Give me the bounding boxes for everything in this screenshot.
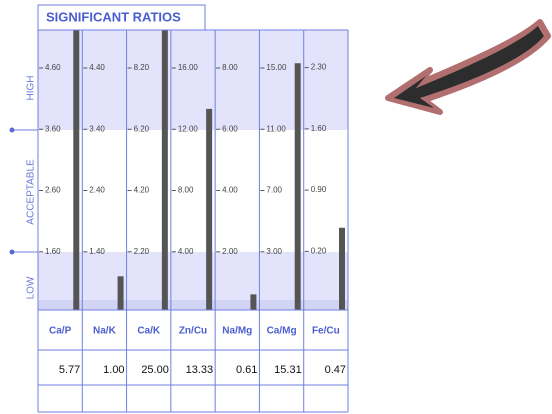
bar — [73, 30, 80, 310]
value-label: 1.00 — [103, 364, 124, 376]
zone-markers — [9, 127, 38, 255]
arrow-fill — [394, 26, 544, 108]
value-label: 0.47 — [325, 364, 346, 376]
table-lines — [38, 29, 348, 413]
zone-label: ACCEPTABLE — [26, 159, 37, 225]
zone-label: HIGH — [26, 76, 37, 101]
y-tick-label: 11.00 — [266, 124, 286, 133]
y-tick-label: 3.00 — [266, 247, 282, 256]
y-tick-label: 1.60 — [311, 124, 327, 133]
y-tick-label: 2.30 — [311, 63, 327, 72]
y-tick-label: 3.60 — [45, 124, 61, 133]
y-tick-label: 3.40 — [89, 124, 105, 133]
zone-marker-dot — [9, 127, 15, 133]
category-label: Zn/Cu — [179, 326, 207, 337]
y-tick-label: 2.20 — [134, 247, 150, 256]
category-label: Ca/K — [137, 326, 161, 337]
category-label: Ca/P — [49, 326, 72, 337]
y-tick-label: 8.20 — [134, 63, 150, 72]
bar — [339, 227, 345, 310]
y-tick-label: 2.40 — [89, 186, 105, 195]
y-tick-label: 15.00 — [266, 63, 287, 72]
y-tick-label: 4.40 — [89, 63, 105, 72]
value-label: 13.33 — [186, 364, 214, 376]
zone-labels: HIGH ACCEPTABLE LOW — [26, 76, 37, 300]
y-tick-label: 6.20 — [134, 124, 150, 133]
bar — [206, 108, 213, 310]
y-tick-label: 2.00 — [222, 247, 238, 256]
pointer-arrow — [385, 19, 551, 115]
y-tick-label: 0.20 — [311, 246, 327, 255]
value-label: 15.31 — [274, 364, 302, 376]
bar — [250, 294, 257, 310]
value-label: 0.61 — [236, 364, 257, 376]
y-tick-label: 1.60 — [45, 247, 61, 256]
bar — [294, 63, 301, 310]
high-band — [38, 30, 348, 130]
y-tick-label: 7.00 — [266, 186, 282, 195]
bottom-band — [38, 300, 348, 310]
y-tick-label: 8.00 — [222, 63, 238, 72]
columns: 4.60 3.60 2.60 1.60 Ca/P 5.77 4.40 3.40 2.40 1.40… — [37, 30, 349, 412]
y-tick-label: 12.00 — [178, 124, 199, 133]
y-tick-label: 6.00 — [222, 124, 238, 133]
bars — [73, 30, 345, 310]
y-tick-label: 2.60 — [45, 186, 61, 195]
category-label: Na/K — [93, 326, 117, 337]
category-label: Na/Mg — [222, 326, 252, 337]
y-tick-label: 4.60 — [45, 63, 61, 72]
y-tick-label: 0.90 — [311, 185, 327, 194]
zone-label: LOW — [26, 276, 37, 299]
y-tick-label: 1.40 — [89, 247, 105, 256]
y-tick-label: 4.00 — [178, 247, 194, 256]
title: SIGNIFICANT RATIOS — [46, 9, 181, 24]
y-tick-label: 16.00 — [178, 63, 199, 72]
value-label: 5.77 — [59, 364, 80, 376]
y-tick-label: 4.00 — [222, 186, 238, 195]
bar — [117, 276, 124, 310]
y-tick-label: 4.20 — [134, 186, 150, 195]
y-tick-label: 8.00 — [178, 186, 194, 195]
category-label: Fe/Cu — [312, 326, 340, 337]
bar — [161, 30, 168, 310]
value-label: 25.00 — [141, 364, 169, 376]
zone-marker-dot — [9, 249, 15, 255]
category-label: Ca/Mg — [267, 326, 297, 337]
low-band — [38, 252, 348, 300]
